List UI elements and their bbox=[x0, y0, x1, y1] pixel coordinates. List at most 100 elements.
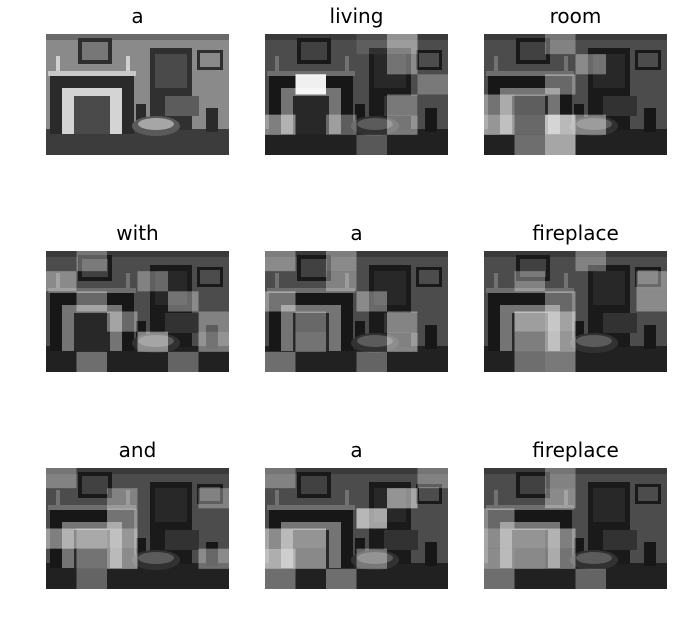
attention-cell bbox=[265, 291, 296, 312]
chair-right bbox=[206, 542, 218, 566]
attention-cell bbox=[265, 528, 296, 549]
attention-cell bbox=[417, 468, 448, 489]
candlestick-left bbox=[494, 273, 498, 289]
attention-cell bbox=[356, 291, 387, 312]
desk-surface bbox=[384, 313, 418, 333]
candlestick-right bbox=[345, 273, 349, 289]
chair-left bbox=[355, 321, 365, 347]
painting-canvas bbox=[82, 42, 108, 60]
firebox bbox=[74, 313, 110, 351]
attention-cell bbox=[545, 331, 576, 352]
attention-cell bbox=[356, 351, 387, 372]
attention-cell bbox=[484, 568, 515, 589]
mantel-shelf bbox=[486, 71, 574, 76]
attention-cell bbox=[484, 528, 515, 549]
attention-cell bbox=[107, 311, 138, 332]
attention-cell bbox=[545, 351, 576, 372]
chair-right bbox=[425, 542, 437, 566]
attention-cell bbox=[636, 271, 667, 292]
attention-cell bbox=[326, 271, 357, 292]
firebox bbox=[512, 96, 548, 134]
desk-surface bbox=[603, 96, 637, 116]
mantel-shelf bbox=[267, 505, 355, 510]
attention-cell bbox=[417, 74, 448, 95]
attention-image bbox=[265, 251, 448, 372]
ceiling-molding bbox=[484, 34, 667, 40]
ceiling-molding bbox=[46, 468, 229, 474]
attention-cell bbox=[514, 114, 545, 135]
attention-cell bbox=[295, 548, 326, 569]
attention-cell bbox=[545, 528, 576, 549]
ceiling-molding bbox=[46, 34, 229, 40]
candlestick-left bbox=[494, 490, 498, 506]
attention-cell bbox=[387, 114, 418, 135]
painting-canvas bbox=[82, 259, 108, 277]
room-photo bbox=[46, 468, 229, 589]
chair-right bbox=[425, 325, 437, 349]
desk-surface bbox=[384, 96, 418, 116]
attention-cell bbox=[76, 568, 107, 589]
candlestick-right bbox=[564, 490, 568, 506]
chair-left bbox=[355, 104, 365, 130]
attention-cell bbox=[387, 54, 418, 75]
painting-canvas bbox=[301, 42, 327, 60]
candlestick-left bbox=[56, 490, 60, 506]
painting-canvas bbox=[301, 476, 327, 494]
candlestick-right bbox=[564, 56, 568, 72]
attention-cell bbox=[387, 94, 418, 115]
room-photo bbox=[265, 34, 448, 155]
desk-surface bbox=[165, 313, 199, 333]
word-caption: a bbox=[350, 221, 363, 245]
chair-right bbox=[206, 325, 218, 349]
attention-cell bbox=[545, 488, 576, 509]
attention-cell bbox=[484, 94, 515, 115]
attention-cell bbox=[76, 548, 107, 569]
ceiling-molding bbox=[484, 468, 667, 474]
attention-cell bbox=[575, 54, 606, 75]
attention-cell bbox=[545, 311, 576, 332]
attention-cell bbox=[636, 291, 667, 312]
mantel-shelf bbox=[48, 71, 136, 76]
attention-cell bbox=[295, 331, 326, 352]
chair-left bbox=[574, 538, 584, 564]
attention-cell bbox=[198, 311, 229, 332]
attention-cell bbox=[295, 311, 326, 332]
attention-cell bbox=[168, 291, 199, 312]
attention-cell bbox=[575, 114, 606, 135]
chair-left bbox=[574, 104, 584, 130]
ceiling-molding bbox=[484, 251, 667, 257]
attention-image bbox=[46, 251, 229, 372]
attention-cell bbox=[545, 134, 576, 155]
attention-cell bbox=[265, 548, 296, 569]
desk-surface bbox=[384, 530, 418, 550]
attention-cell bbox=[107, 508, 138, 529]
attention-cell bbox=[137, 331, 168, 352]
attention-image bbox=[484, 251, 667, 372]
attention-cell bbox=[198, 331, 229, 352]
attention-cell bbox=[514, 331, 545, 352]
attention-cell bbox=[514, 271, 545, 292]
firebox bbox=[293, 96, 329, 134]
mantel-shelf bbox=[48, 505, 136, 510]
attention-cell bbox=[265, 251, 296, 272]
attention-cell bbox=[198, 548, 229, 569]
attention-image bbox=[265, 468, 448, 589]
attention-cell bbox=[76, 251, 107, 272]
attention-cell bbox=[575, 251, 606, 272]
attention-image bbox=[46, 468, 229, 589]
desk-surface bbox=[165, 96, 199, 116]
attention-cell bbox=[356, 134, 387, 155]
attention-cell bbox=[198, 488, 229, 509]
attention-cell bbox=[356, 34, 387, 55]
attention-cell bbox=[545, 74, 576, 95]
chair-left bbox=[355, 538, 365, 564]
candlestick-right bbox=[126, 273, 130, 289]
attention-cell bbox=[545, 468, 576, 489]
attention-dim bbox=[265, 251, 448, 372]
attention-cell bbox=[326, 114, 357, 135]
attention-image bbox=[484, 468, 667, 589]
candlestick-right bbox=[126, 490, 130, 506]
candlestick-left bbox=[494, 56, 498, 72]
painting-canvas bbox=[301, 259, 327, 277]
attention-cell bbox=[76, 351, 107, 372]
